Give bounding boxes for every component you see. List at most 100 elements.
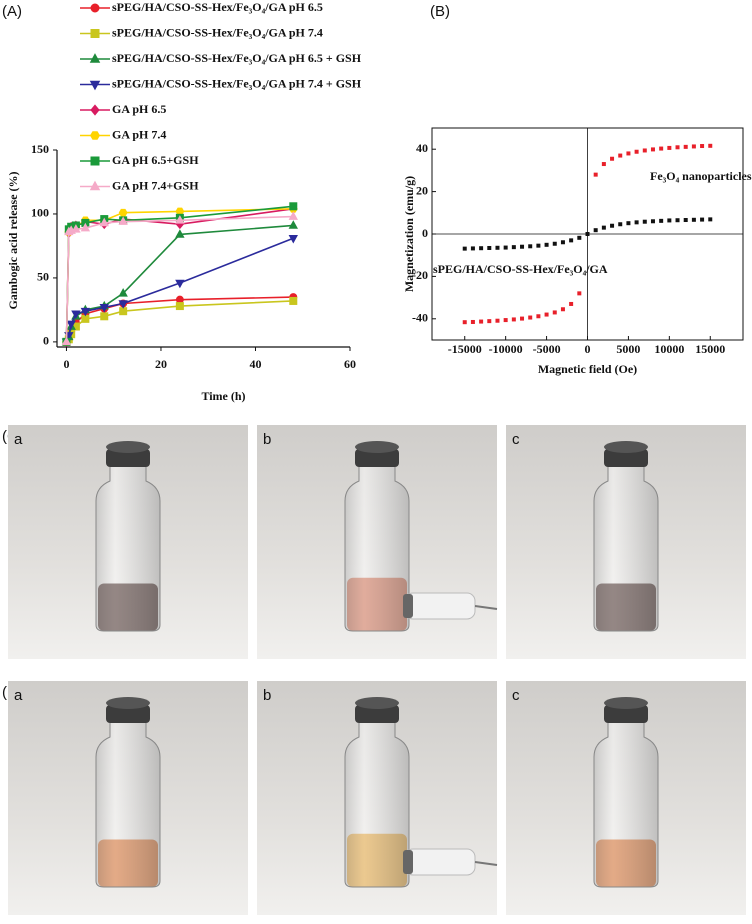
point bbox=[560, 240, 565, 245]
magnet bbox=[404, 592, 476, 620]
vial-cap bbox=[604, 705, 648, 723]
photo-label: b bbox=[263, 431, 271, 448]
marker bbox=[99, 217, 109, 227]
magnet-tip bbox=[403, 594, 413, 618]
point bbox=[708, 217, 713, 222]
vial-cap bbox=[604, 449, 648, 467]
point bbox=[479, 246, 484, 251]
vial-cap-top bbox=[355, 697, 399, 709]
point bbox=[650, 147, 655, 152]
point bbox=[520, 316, 525, 321]
point bbox=[667, 145, 672, 150]
y-axis-label: Gambogic acid release (%) bbox=[6, 171, 20, 309]
marker bbox=[71, 224, 81, 233]
point bbox=[536, 314, 541, 319]
point bbox=[544, 242, 549, 247]
point bbox=[626, 151, 631, 156]
point bbox=[659, 146, 664, 151]
vial-glass bbox=[95, 467, 161, 632]
point bbox=[593, 172, 598, 177]
point bbox=[593, 228, 598, 233]
y-tick-label: 100 bbox=[31, 206, 49, 220]
point bbox=[552, 241, 557, 246]
x-tick-label: -5000 bbox=[533, 342, 561, 356]
point bbox=[667, 218, 672, 223]
marker bbox=[288, 220, 298, 229]
marker bbox=[175, 279, 185, 289]
point bbox=[634, 220, 639, 225]
x-tick-label: 40 bbox=[249, 357, 261, 371]
point bbox=[642, 219, 647, 224]
point bbox=[528, 244, 533, 249]
curve-label: sPEG/HA/CSO-SS-Hex/Fe₃O₄/GA bbox=[433, 262, 608, 276]
marker bbox=[175, 302, 184, 311]
point bbox=[511, 245, 516, 250]
curve-label: Fe₃O₄ nanoparticles bbox=[650, 169, 752, 183]
photo-label: a bbox=[14, 687, 23, 704]
vial-glass bbox=[95, 723, 161, 888]
photo-label: c bbox=[512, 687, 520, 704]
legend-label: sPEG/HA/CSO-SS-Hex/Fe₃O₄/GA pH 7.4 bbox=[112, 25, 323, 39]
marker bbox=[175, 215, 185, 224]
vial-cap-top bbox=[106, 697, 150, 709]
marker bbox=[90, 156, 100, 166]
point bbox=[610, 156, 615, 161]
point bbox=[683, 218, 688, 223]
point bbox=[675, 145, 680, 150]
point bbox=[601, 162, 606, 167]
x-tick-label: 0 bbox=[63, 357, 69, 371]
vial-cap bbox=[106, 705, 150, 723]
point bbox=[634, 149, 639, 154]
point bbox=[479, 319, 484, 324]
point bbox=[577, 235, 582, 240]
marker bbox=[99, 304, 109, 313]
vial-cap bbox=[355, 705, 399, 723]
point bbox=[691, 217, 696, 222]
marker bbox=[61, 336, 72, 346]
point bbox=[520, 244, 525, 249]
point bbox=[495, 318, 500, 323]
point bbox=[700, 144, 705, 149]
y-tick-label: 20 bbox=[416, 183, 428, 197]
marker bbox=[175, 229, 185, 238]
vial-cap bbox=[106, 449, 150, 467]
marker bbox=[80, 222, 91, 232]
point bbox=[585, 232, 590, 236]
legend-label: GA pH 7.4 bbox=[112, 127, 166, 141]
point bbox=[544, 312, 549, 317]
x-tick-label: -10000 bbox=[489, 342, 523, 356]
legend-label: sPEG/HA/CSO-SS-Hex/Fe₃O₄/GA pH 6.5 bbox=[112, 0, 323, 14]
point bbox=[470, 319, 475, 324]
point bbox=[470, 246, 475, 251]
magnet-tip bbox=[403, 850, 413, 874]
marker bbox=[118, 300, 128, 309]
marker bbox=[288, 211, 298, 220]
marker bbox=[66, 320, 76, 330]
point bbox=[642, 148, 647, 153]
marker bbox=[175, 207, 185, 216]
point bbox=[511, 317, 516, 322]
point bbox=[552, 310, 557, 315]
point bbox=[503, 318, 508, 323]
y-axis-label: Magnetization (emu/g) bbox=[402, 176, 416, 292]
marker bbox=[89, 80, 101, 91]
legend-label: GA pH 6.5 bbox=[112, 102, 166, 116]
magnet-wire bbox=[474, 861, 498, 866]
point bbox=[618, 153, 623, 158]
x-tick-label: 0 bbox=[585, 342, 591, 356]
point bbox=[487, 319, 492, 324]
point bbox=[708, 143, 713, 148]
marker bbox=[118, 208, 128, 217]
point bbox=[487, 245, 492, 250]
point bbox=[691, 144, 696, 149]
photo-label: a bbox=[14, 431, 23, 448]
marker bbox=[90, 131, 100, 140]
marker bbox=[289, 202, 298, 211]
magnet-wire bbox=[474, 605, 498, 610]
marker bbox=[118, 288, 128, 297]
marker bbox=[118, 216, 128, 225]
point bbox=[462, 320, 467, 325]
point bbox=[569, 238, 574, 243]
x-tick-label: 60 bbox=[344, 357, 356, 371]
